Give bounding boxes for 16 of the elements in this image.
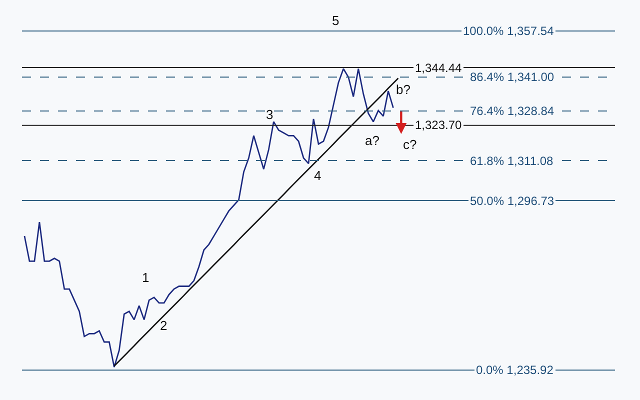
annotation: c?: [403, 137, 417, 152]
ref-line-label: 50.0% 1,296.73: [470, 194, 554, 208]
annotation: a?: [365, 133, 380, 148]
ref-line-label: 100.0% 1,357.54: [463, 24, 554, 38]
annotation: 2: [160, 318, 168, 333]
annotation: 1: [142, 270, 150, 285]
ref-line-label: 86.4% 1,341.00: [470, 70, 554, 84]
ref-line-label: 76.4% 1,328.84: [470, 104, 554, 118]
ref-line-label: 0.0% 1,235.92: [476, 363, 554, 377]
annotation: 5: [332, 13, 340, 28]
ref-line-label: 61.8% 1,311.08: [470, 154, 554, 168]
ref-line-label: 1,344.44: [415, 61, 462, 75]
annotation: 3: [266, 107, 274, 122]
annotation: 4: [314, 168, 322, 183]
annotation: b?: [396, 82, 410, 97]
ref-line-label: 1,323.70: [415, 118, 462, 132]
